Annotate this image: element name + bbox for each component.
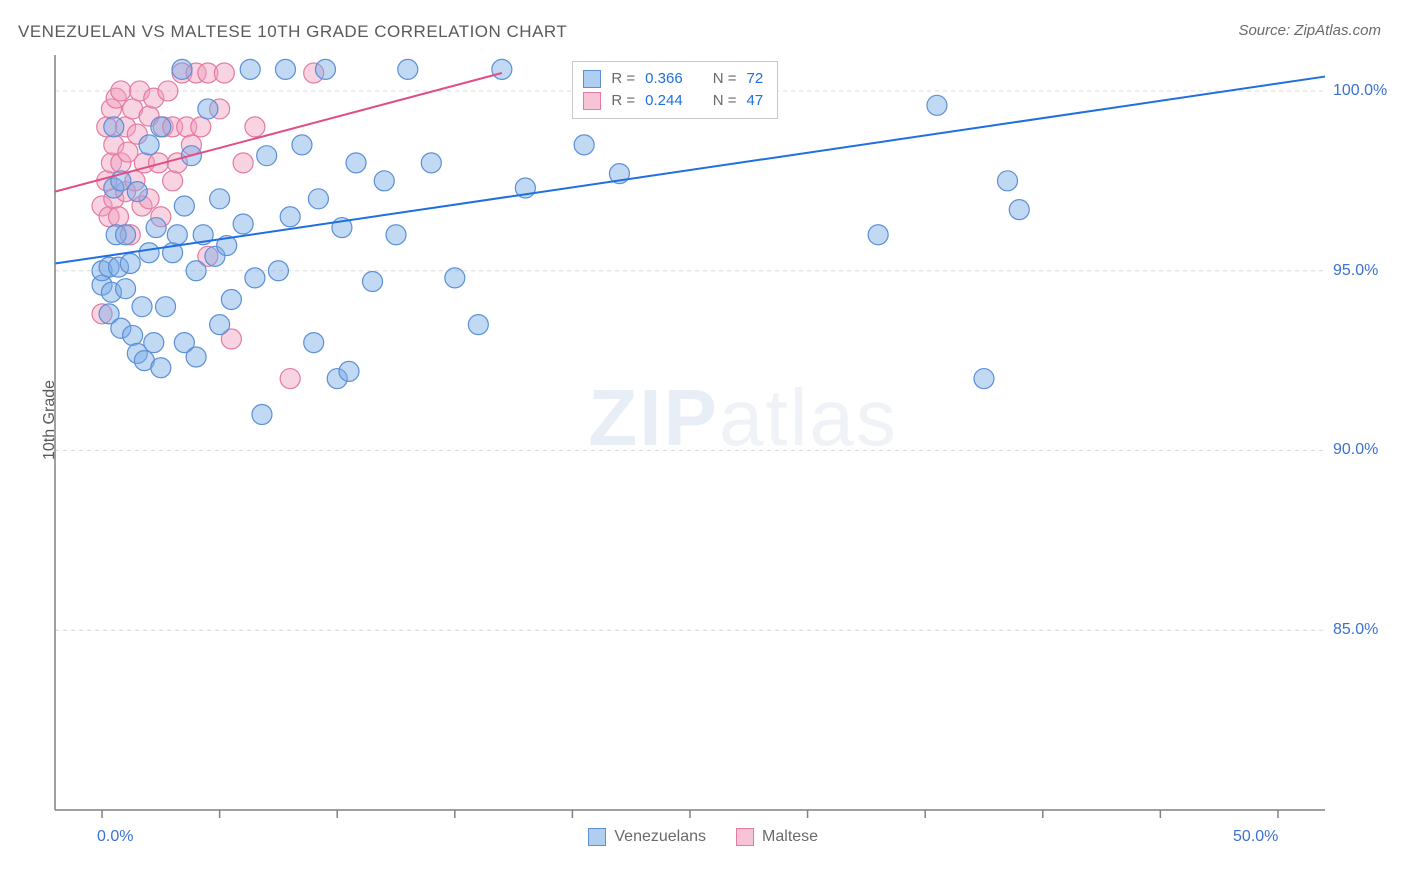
legend-swatch [736,828,754,846]
legend-row: R = 0.244 N = 47 [583,90,763,112]
series-legend-item: Venezuelans [588,828,706,846]
y-tick-label: 95.0% [1333,262,1378,280]
source-label: Source: ZipAtlas.com [1238,22,1381,39]
legend-swatch [583,92,601,110]
x-tick-label: 0.0% [97,828,133,846]
n-label: N = [713,68,737,90]
n-label: N = [713,90,737,112]
series-legend: Venezuelans Maltese [588,828,818,846]
y-tick-label: 85.0% [1333,621,1378,639]
y-tick-label: 90.0% [1333,441,1378,459]
series-name: Venezuelans [614,828,706,846]
scatter-plot [55,55,1325,810]
n-value: 47 [746,90,763,112]
correlation-legend: R = 0.366 N = 72 R = 0.244 N = 47 [572,61,778,119]
legend-swatch [588,828,606,846]
r-value: 0.366 [645,68,683,90]
series-legend-item: Maltese [736,828,818,846]
series-name: Maltese [762,828,818,846]
chart-title: VENEZUELAN VS MALTESE 10TH GRADE CORRELA… [18,22,567,42]
r-label: R = [611,90,635,112]
y-tick-label: 100.0% [1333,82,1387,100]
legend-swatch [583,70,601,88]
x-tick-label: 50.0% [1233,828,1278,846]
chart-area: ZIPatlas R =0.366N =72R =0.244N =47 [55,55,1385,855]
r-value: 0.244 [645,90,683,112]
n-value: 72 [746,68,763,90]
r-label: R = [611,68,635,90]
legend-row: R = 0.366 N = 72 [583,68,763,90]
